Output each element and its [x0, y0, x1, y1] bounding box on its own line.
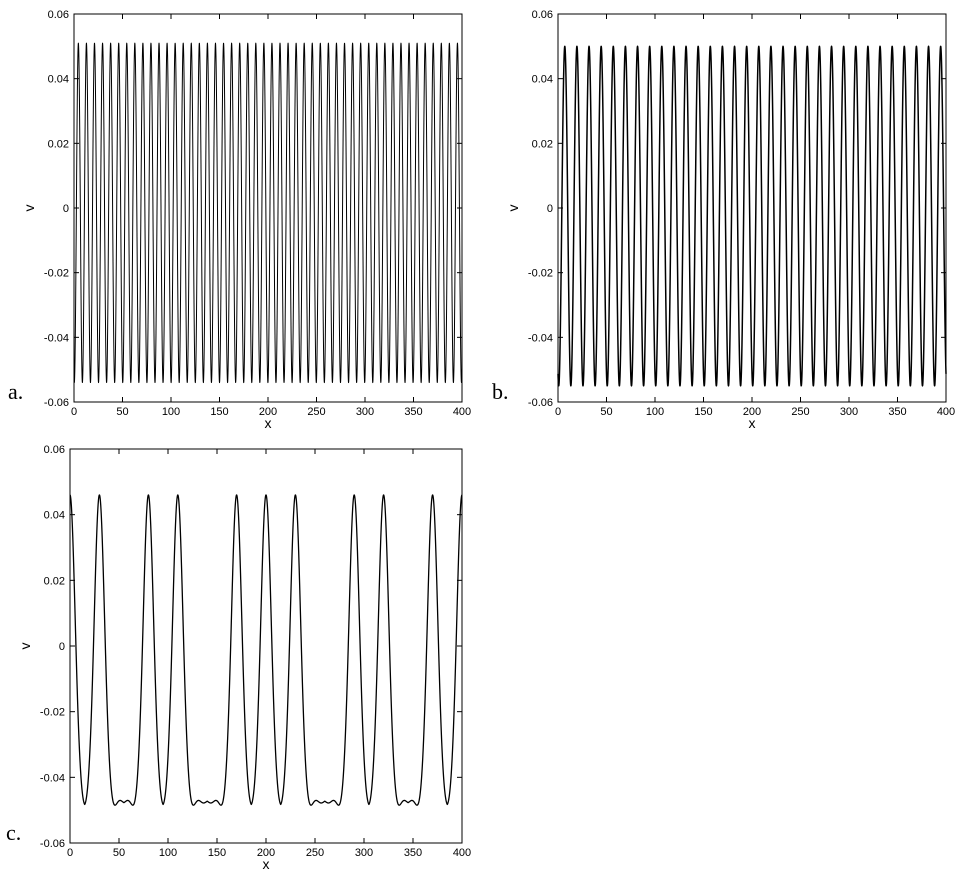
- x-tick-label: 0: [555, 406, 561, 418]
- y-tick-label: 0.04: [48, 74, 69, 86]
- y-tick-label: 0.06: [48, 9, 69, 21]
- x-tick-label: 150: [210, 406, 228, 418]
- x-tick-label: 150: [208, 847, 226, 859]
- y-tick-label: 0.02: [44, 575, 65, 587]
- y-tick-label: 0.04: [44, 510, 65, 522]
- y-tick-label: 0: [63, 203, 69, 215]
- y-tick-label: -0.04: [528, 332, 553, 344]
- y-tick-label: 0: [547, 203, 553, 215]
- y-tick-label: -0.06: [40, 838, 65, 850]
- x-tick-label: 50: [113, 847, 125, 859]
- y-tick-label: -0.06: [528, 397, 553, 409]
- x-tick-label: 150: [694, 406, 712, 418]
- y-tick-label: 0: [59, 641, 65, 653]
- x-axis-label: x: [263, 856, 270, 871]
- x-axis-label: x: [749, 415, 756, 431]
- y-axis-label: v: [505, 205, 521, 212]
- y-tick-label: -0.06: [44, 397, 69, 409]
- x-tick-label: 300: [356, 406, 374, 418]
- panel-letter: c.: [6, 820, 21, 845]
- x-tick-label: 250: [307, 406, 325, 418]
- x-tick-label: 200: [259, 406, 277, 418]
- x-tick-label: 250: [306, 847, 324, 859]
- y-tick-label: 0.06: [44, 444, 65, 456]
- y-tick-label: 0.02: [48, 138, 69, 150]
- x-tick-label: 50: [600, 406, 612, 418]
- plot-frame: [69, 448, 463, 844]
- panel-1: 0 50 100 150 200 250 300 350 400 -0.06 -0.04 -0.02 0…: [8, 9, 471, 431]
- x-tick-label: 350: [404, 847, 422, 859]
- panel-3: 0 50 100 150 200 250 300 350 400 -0.06 -0.04 -0.02 0…: [6, 444, 471, 871]
- x-tick-label: 0: [67, 847, 73, 859]
- y-tick-label: -0.02: [44, 268, 69, 280]
- x-tick-label: 0: [71, 406, 77, 418]
- y-tick-label: 0.04: [532, 74, 553, 86]
- x-tick-label: 100: [646, 406, 664, 418]
- x-tick-label: 400: [453, 406, 471, 418]
- y-axis-label: v: [21, 205, 37, 212]
- x-tick-label: 350: [888, 406, 906, 418]
- x-tick-label: 50: [116, 406, 128, 418]
- y-tick-label: -0.02: [40, 707, 65, 719]
- x-tick-label: 100: [159, 847, 177, 859]
- x-tick-label: 100: [162, 406, 180, 418]
- x-tick-label: 400: [453, 847, 471, 859]
- x-axis-label: x: [265, 415, 272, 431]
- x-tick-label: 300: [355, 847, 373, 859]
- y-axis-label: v: [17, 643, 33, 650]
- x-tick-label: 250: [791, 406, 809, 418]
- y-tick-label: -0.04: [40, 772, 65, 784]
- panel-letter: b.: [492, 379, 509, 404]
- y-tick-label: 0.06: [532, 9, 553, 21]
- x-tick-label: 350: [404, 406, 422, 418]
- panel-2: 0 50 100 150 200 250 300 350 400 -0.06 -0.04 -0.02 0…: [492, 9, 955, 431]
- series-line: [69, 494, 463, 806]
- panel-letter: a.: [8, 379, 23, 404]
- series-line: [557, 45, 947, 387]
- x-tick-label: 300: [840, 406, 858, 418]
- x-tick-label: 200: [743, 406, 761, 418]
- x-tick-label: 200: [257, 847, 275, 859]
- y-tick-label: 0.02: [532, 138, 553, 150]
- x-tick-label: 400: [937, 406, 955, 418]
- y-tick-label: -0.02: [528, 268, 553, 280]
- y-tick-label: -0.04: [44, 332, 69, 344]
- series-line: [73, 42, 463, 384]
